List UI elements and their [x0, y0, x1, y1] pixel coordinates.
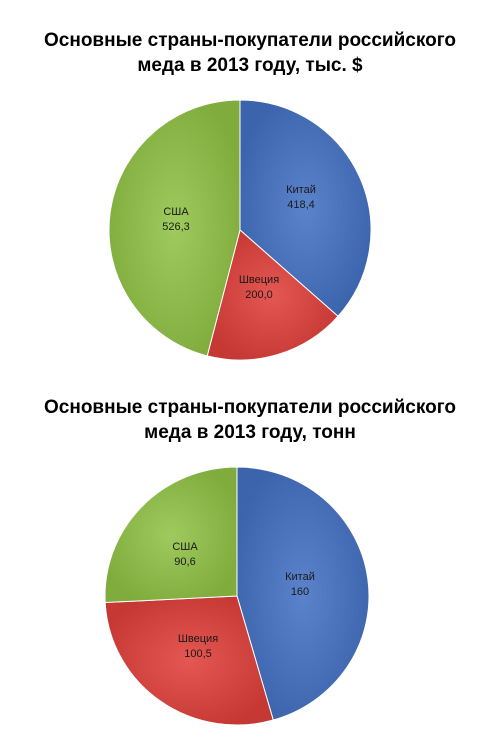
- chart-1-title-line-2: меда в 2013 году, тыс. $: [137, 55, 363, 76]
- pie-1-label-Китай: Китай: [286, 184, 316, 196]
- pie-1-label-Швеция: Швеция: [239, 274, 279, 286]
- chart-1: Основные страны-покупатели российского м…: [0, 28, 500, 368]
- pie-1-value-США: 526,3: [162, 221, 190, 233]
- pie-2-value-США: 90,6: [174, 556, 195, 568]
- pie-1-slice-Швеция: [206, 229, 339, 361]
- pie-1-value-Китай: 418,4: [287, 199, 315, 211]
- chart-2: Основные страны-покупатели российского м…: [0, 395, 500, 733]
- pie-2-value-Швеция: 100,5: [184, 648, 212, 660]
- pie-1-label-США: США: [163, 206, 189, 218]
- pie-2-label-США: США: [172, 541, 198, 553]
- pie-1-slice-США: [108, 99, 241, 357]
- chart-2-title-line-1: Основные страны-покупатели российского: [44, 397, 456, 418]
- pie-2-slice-США: [104, 466, 238, 604]
- pie-2-slice-Швеция: [104, 595, 274, 726]
- pie-2-value-Китай: 160: [291, 586, 309, 598]
- pie-2-label-Китай: Китай: [285, 571, 315, 583]
- pie-1-value-Швеция: 200,0: [245, 289, 273, 301]
- chart-1-title: Основные страны-покупатели российского м…: [0, 28, 500, 78]
- pie-2-slice-Китай: [236, 466, 370, 721]
- chart-2-title-line-2: меда в 2013 году, тонн: [144, 422, 356, 443]
- pie-1-slice-Китай: [239, 99, 372, 317]
- chart-1-title-line-1: Основные страны-покупатели российского: [44, 30, 456, 51]
- pie-chart-2: Китай 160 Швеция 100,5 США 90,6: [104, 466, 370, 726]
- pie-chart-1: Китай 418,4 Швеция 200,0 США 526,3: [108, 99, 372, 361]
- chart-2-title: Основные страны-покупатели российского м…: [0, 395, 500, 445]
- pie-2-label-Швеция: Швеция: [178, 633, 218, 645]
